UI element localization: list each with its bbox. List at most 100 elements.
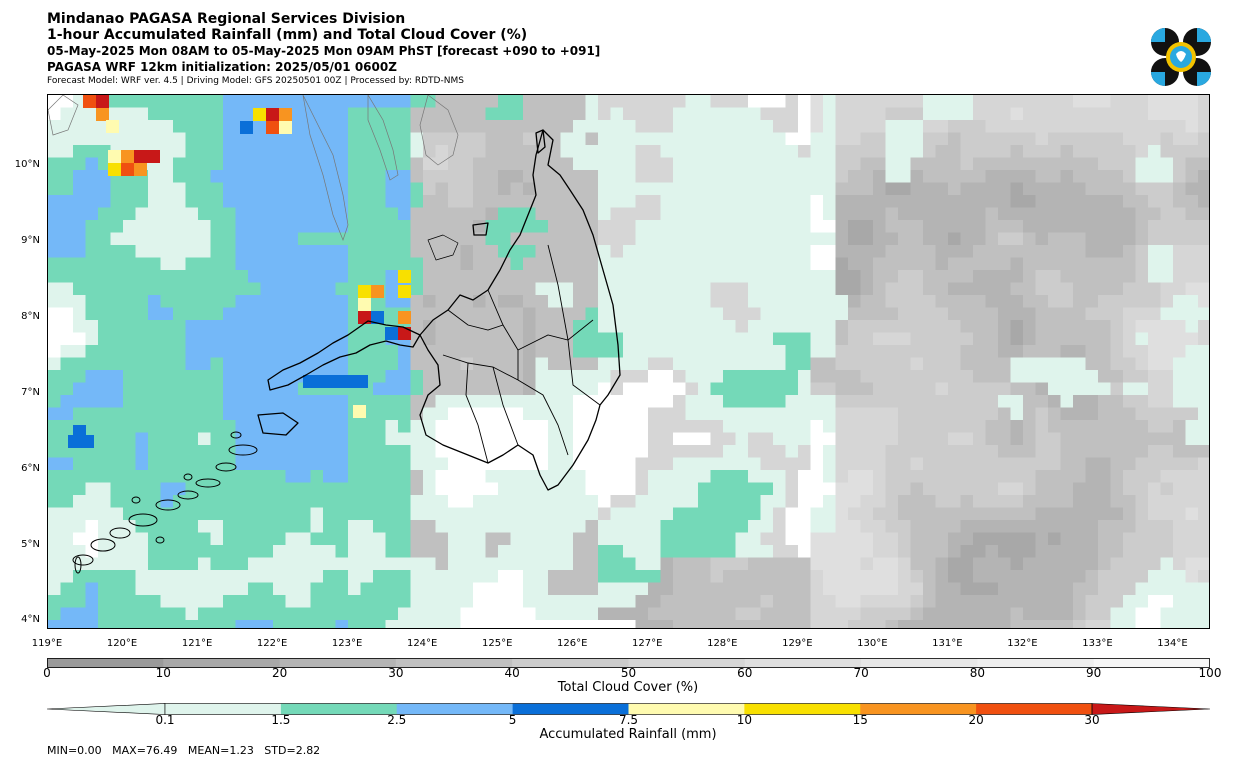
field-cell bbox=[1023, 245, 1037, 259]
field-cell bbox=[1085, 295, 1099, 309]
field-cell bbox=[648, 220, 662, 234]
field-cell bbox=[48, 320, 62, 334]
field-cell bbox=[910, 220, 924, 234]
field-cell bbox=[773, 245, 787, 259]
field-cell bbox=[998, 307, 1012, 321]
field-cell bbox=[360, 420, 374, 434]
field-cell bbox=[548, 107, 562, 121]
field-cell bbox=[698, 495, 712, 509]
field-cell bbox=[1173, 120, 1187, 134]
field-cell bbox=[385, 470, 399, 484]
field-cell bbox=[110, 420, 124, 434]
field-cell bbox=[660, 420, 674, 434]
field-cell bbox=[373, 382, 387, 396]
rainfall-low-extension bbox=[47, 703, 166, 715]
field-cell bbox=[773, 170, 787, 184]
field-cell bbox=[660, 395, 674, 409]
field-cell bbox=[735, 595, 749, 609]
field-cell bbox=[835, 582, 849, 596]
field-cell bbox=[123, 295, 137, 309]
field-cell bbox=[185, 145, 199, 159]
field-cell bbox=[510, 307, 524, 321]
field-cell bbox=[448, 607, 462, 621]
field-cell bbox=[748, 570, 762, 584]
field-cell bbox=[923, 420, 937, 434]
field-cell bbox=[873, 332, 887, 346]
field-cell bbox=[623, 207, 637, 221]
field-cell bbox=[1035, 232, 1049, 246]
field-cell bbox=[323, 570, 337, 584]
field-cell bbox=[485, 445, 499, 459]
field-cell bbox=[373, 207, 387, 221]
field-cell bbox=[173, 457, 187, 471]
field-cell bbox=[1110, 120, 1124, 134]
field-cell bbox=[998, 107, 1012, 121]
field-cell bbox=[1123, 232, 1137, 246]
field-cell bbox=[560, 207, 574, 221]
field-cell bbox=[548, 357, 562, 371]
field-cell bbox=[160, 320, 174, 334]
field-cell bbox=[660, 557, 674, 571]
field-cell bbox=[810, 320, 824, 334]
field-cell bbox=[385, 232, 399, 246]
field-cell bbox=[60, 470, 74, 484]
field-cell bbox=[1148, 120, 1162, 134]
heavy-rain-cell bbox=[266, 121, 279, 134]
field-cell bbox=[898, 282, 912, 296]
field-cell bbox=[735, 270, 749, 284]
field-cell bbox=[198, 557, 212, 571]
field-cell bbox=[510, 620, 524, 628]
field-cell bbox=[710, 170, 724, 184]
field-cell bbox=[148, 120, 162, 134]
field-cell bbox=[85, 257, 99, 271]
field-cell bbox=[835, 132, 849, 146]
heavy-rain-cell bbox=[398, 285, 411, 298]
field-cell bbox=[635, 345, 649, 359]
field-cell bbox=[723, 170, 737, 184]
field-cell bbox=[360, 495, 374, 509]
field-cell bbox=[1060, 145, 1074, 159]
field-cell bbox=[60, 145, 74, 159]
field-cell bbox=[1110, 620, 1124, 628]
field-cell bbox=[210, 420, 224, 434]
field-cell bbox=[923, 332, 937, 346]
field-cell bbox=[823, 557, 837, 571]
field-cell bbox=[235, 107, 249, 121]
field-cell bbox=[110, 320, 124, 334]
field-cell bbox=[310, 420, 324, 434]
field-cell bbox=[585, 170, 599, 184]
field-cell bbox=[635, 532, 649, 546]
field-cell bbox=[973, 357, 987, 371]
field-cell bbox=[1110, 220, 1124, 234]
field-cell bbox=[248, 420, 262, 434]
field-cell bbox=[48, 495, 62, 509]
field-cell bbox=[1185, 120, 1199, 134]
field-cell bbox=[1148, 482, 1162, 496]
field-cell bbox=[173, 132, 187, 146]
field-cell bbox=[1098, 107, 1112, 121]
field-cell bbox=[398, 407, 412, 421]
field-cell bbox=[898, 582, 912, 596]
field-cell bbox=[485, 582, 499, 596]
field-cell bbox=[698, 170, 712, 184]
field-cell bbox=[1123, 495, 1137, 509]
field-cell bbox=[160, 395, 174, 409]
field-cell bbox=[385, 570, 399, 584]
field-cell bbox=[710, 532, 724, 546]
field-cell bbox=[960, 107, 974, 121]
field-cell bbox=[273, 182, 287, 196]
field-cell bbox=[173, 182, 187, 196]
field-cell bbox=[1010, 170, 1024, 184]
field-cell bbox=[410, 607, 424, 621]
field-cell bbox=[60, 582, 74, 596]
field-cell bbox=[1098, 620, 1112, 628]
field-cell bbox=[673, 395, 687, 409]
field-cell bbox=[923, 482, 937, 496]
field-cell bbox=[873, 395, 887, 409]
field-cell bbox=[848, 407, 862, 421]
field-cell bbox=[410, 282, 424, 296]
field-cell bbox=[323, 157, 337, 171]
rainfall-label: Accumulated Rainfall (mm) bbox=[539, 727, 717, 742]
field-cell bbox=[810, 457, 824, 471]
field-cell bbox=[673, 357, 687, 371]
